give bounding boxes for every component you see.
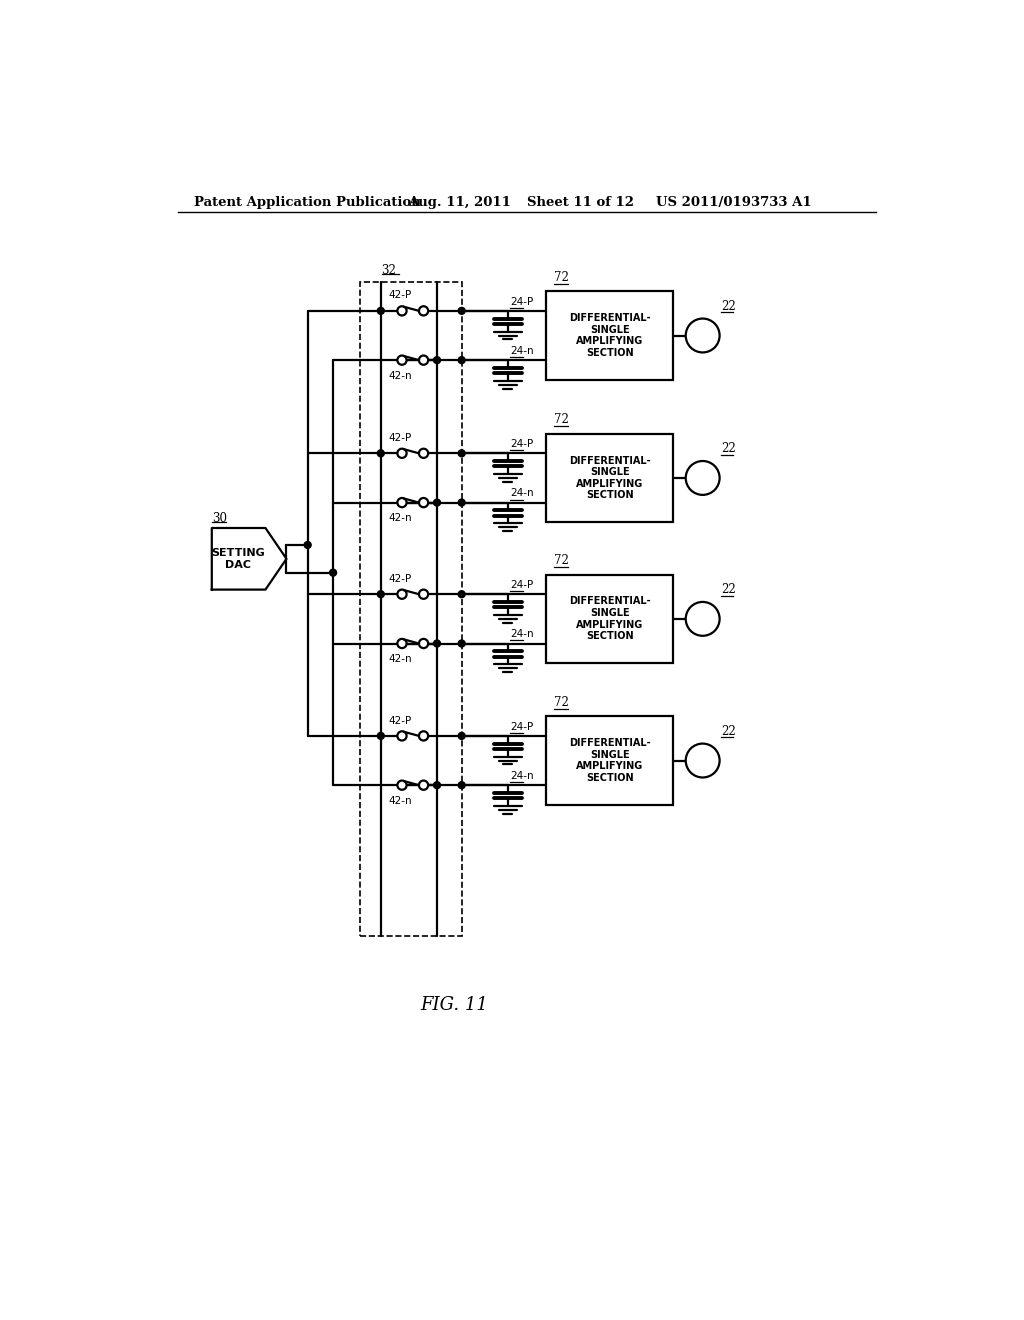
- Text: DIFFERENTIAL-
SINGLE
AMPLIFYING
SECTION: DIFFERENTIAL- SINGLE AMPLIFYING SECTION: [569, 597, 650, 642]
- Text: Aug. 11, 2011: Aug. 11, 2011: [408, 195, 511, 209]
- Text: 42-n: 42-n: [388, 513, 412, 523]
- Text: 72: 72: [554, 413, 569, 426]
- Text: 24-P: 24-P: [510, 440, 534, 449]
- Circle shape: [458, 499, 465, 506]
- Text: 22: 22: [721, 725, 736, 738]
- Circle shape: [330, 569, 337, 576]
- Circle shape: [458, 591, 465, 598]
- Circle shape: [686, 743, 720, 777]
- Text: DIFFERENTIAL-
SINGLE
AMPLIFYING
SECTION: DIFFERENTIAL- SINGLE AMPLIFYING SECTION: [569, 455, 650, 500]
- Text: 24-P: 24-P: [510, 579, 534, 590]
- Text: 24-n: 24-n: [510, 630, 534, 639]
- Text: 42-n: 42-n: [388, 371, 412, 380]
- Circle shape: [419, 355, 428, 364]
- Circle shape: [304, 541, 311, 548]
- Text: 42-P: 42-P: [388, 290, 412, 301]
- Text: DIFFERENTIAL-
SINGLE
AMPLIFYING
SECTION: DIFFERENTIAL- SINGLE AMPLIFYING SECTION: [569, 313, 650, 358]
- Circle shape: [458, 450, 465, 457]
- Circle shape: [686, 461, 720, 495]
- Circle shape: [419, 449, 428, 458]
- Text: 42-n: 42-n: [388, 796, 412, 805]
- Circle shape: [458, 733, 465, 739]
- Text: 24-n: 24-n: [510, 771, 534, 781]
- Circle shape: [419, 780, 428, 789]
- Text: US 2011/0193733 A1: US 2011/0193733 A1: [655, 195, 811, 209]
- Circle shape: [686, 318, 720, 352]
- Circle shape: [458, 640, 465, 647]
- Circle shape: [397, 306, 407, 315]
- Circle shape: [419, 590, 428, 599]
- Text: 22: 22: [721, 442, 736, 455]
- Text: 24-P: 24-P: [510, 297, 534, 306]
- Text: 42-P: 42-P: [388, 574, 412, 583]
- Circle shape: [378, 308, 384, 314]
- Bar: [547, 434, 674, 523]
- Text: 30: 30: [212, 512, 226, 525]
- Circle shape: [419, 306, 428, 315]
- Text: 24-n: 24-n: [510, 346, 534, 356]
- Text: 72: 72: [554, 271, 569, 284]
- Text: Patent Application Publication: Patent Application Publication: [195, 195, 421, 209]
- Circle shape: [378, 591, 384, 598]
- Bar: [547, 574, 674, 663]
- Circle shape: [397, 355, 407, 364]
- Circle shape: [433, 356, 440, 363]
- Circle shape: [397, 780, 407, 789]
- Bar: [547, 292, 674, 380]
- Text: 24-n: 24-n: [510, 488, 534, 499]
- Text: 22: 22: [721, 300, 736, 313]
- Circle shape: [397, 639, 407, 648]
- Circle shape: [378, 733, 384, 739]
- Circle shape: [458, 308, 465, 314]
- Circle shape: [433, 640, 440, 647]
- Circle shape: [458, 356, 465, 363]
- Circle shape: [458, 781, 465, 788]
- Circle shape: [433, 499, 440, 506]
- Circle shape: [397, 498, 407, 507]
- Text: FIG. 11: FIG. 11: [420, 997, 487, 1014]
- Text: 22: 22: [721, 583, 736, 597]
- Circle shape: [419, 639, 428, 648]
- Circle shape: [686, 602, 720, 636]
- Circle shape: [419, 498, 428, 507]
- Text: Sheet 11 of 12: Sheet 11 of 12: [527, 195, 634, 209]
- Text: 24-P: 24-P: [510, 722, 534, 731]
- Circle shape: [419, 731, 428, 741]
- Circle shape: [397, 449, 407, 458]
- Bar: [547, 717, 674, 805]
- Text: SETTING
DAC: SETTING DAC: [212, 548, 265, 570]
- Text: 32: 32: [382, 264, 396, 277]
- Text: 72: 72: [554, 696, 569, 709]
- Text: 42-P: 42-P: [388, 715, 412, 726]
- Text: 42-n: 42-n: [388, 653, 412, 664]
- Text: DIFFERENTIAL-
SINGLE
AMPLIFYING
SECTION: DIFFERENTIAL- SINGLE AMPLIFYING SECTION: [569, 738, 650, 783]
- Circle shape: [378, 450, 384, 457]
- Circle shape: [397, 590, 407, 599]
- Text: 72: 72: [554, 554, 569, 568]
- Bar: [360, 281, 462, 936]
- Circle shape: [433, 781, 440, 788]
- Circle shape: [397, 731, 407, 741]
- Text: 42-P: 42-P: [388, 433, 412, 444]
